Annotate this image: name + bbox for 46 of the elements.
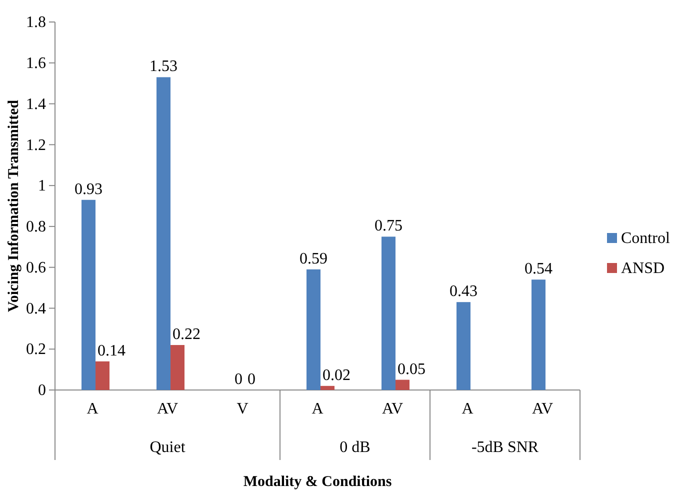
x-tick-label: A	[86, 400, 99, 418]
x-axis-title: Modality & Conditions	[243, 474, 392, 490]
data-label: 0.43	[450, 283, 478, 300]
data-label: 0.59	[300, 250, 328, 268]
x-tick-label: A	[462, 400, 474, 418]
y-tick-label: 1.4	[26, 96, 46, 113]
y-tick-label: 0.4	[26, 300, 46, 318]
bar	[156, 77, 170, 390]
bar	[82, 200, 96, 390]
x-tick-label: AV	[532, 400, 554, 418]
data-label: 0	[234, 371, 242, 388]
bar	[306, 269, 320, 390]
data-label: 0.22	[172, 326, 200, 344]
x-tick-label: AV	[382, 400, 404, 418]
data-label: 0.54	[524, 260, 552, 278]
data-label: 0.02	[322, 366, 350, 384]
bar	[532, 280, 546, 390]
bar	[382, 236, 396, 390]
y-tick-label: 1.6	[26, 55, 46, 72]
y-tick-label: 0	[38, 382, 46, 400]
bar	[320, 386, 334, 390]
bar	[170, 345, 184, 390]
text: 0 dB	[340, 439, 370, 456]
y-tick-label: 0.2	[26, 341, 46, 358]
text: Quiet	[150, 439, 186, 456]
legend-label: Control	[621, 230, 670, 247]
y-tick-label: 0.8	[26, 218, 46, 236]
text: -5dB SNR	[471, 439, 539, 456]
data-label: 0.14	[98, 342, 126, 360]
y-tick-label: 1.2	[26, 136, 46, 154]
y-tick-label: 1	[38, 178, 46, 195]
data-label: 1.53	[150, 58, 178, 76]
x-tick-label: V	[236, 400, 249, 418]
data-label: 0.75	[374, 218, 402, 235]
x-tick-label: A	[312, 400, 324, 418]
bar	[456, 302, 470, 390]
y-tick-label: 1.8	[26, 14, 46, 32]
data-label: 0.05	[398, 360, 426, 378]
legend-label: ANSD	[621, 260, 665, 277]
data-label: 0	[248, 371, 256, 388]
data-label: 0.93	[74, 180, 102, 198]
y-axis-title: Voicing Information Transmitted	[6, 99, 22, 312]
bar	[396, 380, 410, 390]
x-tick-label: AV	[156, 400, 178, 418]
y-tick-label: 0.6	[26, 259, 46, 276]
bar	[96, 361, 110, 390]
